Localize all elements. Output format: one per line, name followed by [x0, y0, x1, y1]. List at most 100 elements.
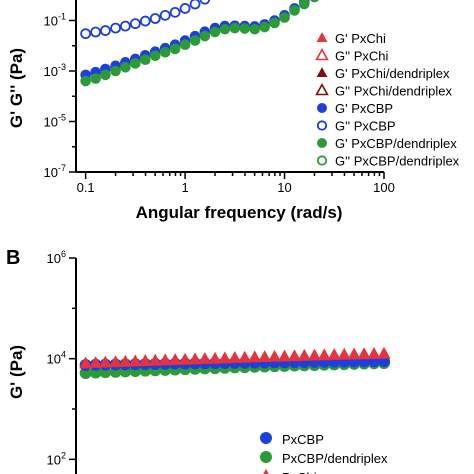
panel-b-point-pxchi — [109, 355, 123, 368]
panel-b-point-pxchi — [248, 350, 262, 363]
panel-a-point-g-prime-pxcbp-dendriplex — [310, 0, 319, 3]
panel-b-point-pxchi — [238, 350, 252, 363]
panel-b-y-tick-label: 104 — [47, 350, 66, 367]
panel-b-point-pxchi — [308, 348, 321, 361]
panel-a-point-g-prime-pxcbp-dendriplex — [100, 69, 111, 81]
panel-a-x-tick-label: 0.1 — [77, 180, 95, 195]
panel-b-point-pxchi — [89, 356, 103, 368]
panel-b-point-pxchi — [138, 354, 152, 367]
panel-a-legend-label: G' PxChi/dendriplex — [335, 66, 450, 81]
panel-a-point-g-dprime-pxcbp — [99, 25, 111, 36]
panel-a-point-g-dprime-pxcbp — [139, 15, 151, 27]
panel-a-legend-marker-g-prime-pxcbp-dendriplex — [317, 138, 327, 148]
panel-a-point-g-dprime-pxcbp — [119, 20, 131, 32]
panel-a-point-g-prime-pxcbp-dendriplex — [90, 73, 101, 84]
panel-a-point-g-dprime-pxcbp — [149, 13, 161, 24]
panel-b-point-pxchi — [188, 352, 202, 365]
panel-a-point-g-prime-pxcbp-dendriplex — [219, 23, 231, 35]
panel-a-point-g-prime-pxcbp-dendriplex — [139, 54, 151, 66]
panel-b-point-pxchi — [118, 354, 132, 367]
panel-b-y-axis-title: G' (Pa) — [7, 345, 26, 399]
panel-b-point-pxchi — [367, 346, 381, 359]
panel-b-point-pxchi — [148, 353, 162, 366]
panel-a-legend-label: G' PxCBP — [335, 101, 393, 116]
panel-a-point-g-prime-pxcbp-dendriplex — [249, 23, 260, 35]
panel-a-ticks: 0.1 1 10 100 10-1 10-3 10-5 10-7 — [44, 12, 395, 196]
panel-a-legend-marker-g-prime-pxcbp — [317, 103, 327, 113]
panel-a-y-tick-label: 10-5 — [44, 113, 66, 130]
panel-b-point-pxchi — [377, 346, 391, 359]
panel-a-point-g-prime-pxcbp-dendriplex — [169, 43, 181, 55]
panel-a-point-g-dprime-pxcbp — [80, 28, 92, 40]
panel-a-point-g-prime-pxcbp-dendriplex — [149, 50, 161, 62]
panel-a-point-g-prime-pxcbp-dendriplex — [229, 22, 241, 34]
panel-a-legend-label: G' PxCBP/dendriplex — [335, 136, 457, 151]
panel-b-y-tick-label: 106 — [47, 249, 66, 266]
panel-b-marks — [79, 346, 391, 379]
panel-b-legend-label: PxCBP — [282, 432, 324, 447]
panel-a-ylabel: G' G'' (Pa) — [7, 48, 26, 128]
panel-b-point-pxchi — [218, 351, 232, 364]
panel-a: G' G'' (Pa) Angular frequency (rad/s) 0.… — [7, 0, 474, 222]
panel-b-point-pxchi — [79, 356, 93, 369]
panel-b-legend-marker-pxcbp-dendriplex — [260, 451, 272, 463]
panel-b-point-pxchi — [178, 352, 192, 365]
panel-b-point-pxchi — [337, 347, 351, 360]
panel-a-point-g-dprime-pxcbp — [90, 26, 102, 38]
panel-a-point-g-dprime-pxcbp — [169, 6, 181, 18]
panel-a-x-tick-label: 1 — [181, 180, 188, 195]
panel-a-point-g-prime-pxcbp-dendriplex — [80, 75, 91, 87]
panel-a-legend-marker-g-prime-pxchi-dendriplex — [316, 67, 328, 77]
panel-a-point-g-prime-pxcbp-dendriplex — [130, 58, 141, 69]
panel-a-point-g-prime-pxcbp-dendriplex — [199, 30, 211, 42]
panel-a-point-g-prime-pxcbp-dendriplex — [289, 5, 300, 16]
panel-a-x-tick-label: 100 — [373, 180, 395, 195]
panel-b-legend-marker-pxcbp — [260, 432, 272, 444]
panel-a-point-g-prime-pxcbp-dendriplex — [179, 39, 191, 51]
panel-a-legend-box — [310, 28, 474, 170]
panel-b-legend-marker-pxchi — [263, 468, 269, 474]
panel-b-legend-label: PxCBP/dendriplex — [282, 451, 388, 466]
panel-b-point-pxchi — [198, 352, 212, 364]
panel-b-point-pxchi — [317, 348, 331, 361]
panel-a-legend: G' PxChi G'' PxChi G' PxChi/dendriplex G'' … — [310, 28, 474, 170]
panel-b-point-pxchi — [258, 350, 272, 362]
panel-b-point-pxchi — [327, 348, 341, 360]
panel-b-point-pxchi — [228, 351, 242, 363]
panel-a-legend-marker-g-dprime-pxcbp — [316, 120, 328, 131]
panel-b-label: B — [6, 247, 20, 269]
panel-b-ticks: 106 104 102 — [47, 249, 76, 467]
panel-a-xlabel: Angular frequency (rad/s) — [136, 203, 343, 222]
panel-b-point-pxchi — [357, 347, 371, 360]
panel-a-legend-label: G'' PxChi — [335, 49, 388, 64]
panel-a-point-g-prime-pxcbp-dendriplex — [259, 21, 270, 33]
panel-a-legend-label: G'' PxCBP — [335, 119, 396, 134]
panel-b-point-pxchi — [158, 353, 172, 366]
panel-a-point-g-dprime-pxcbp — [110, 22, 121, 34]
panel-b-ylabel: G' (Pa) — [7, 345, 26, 399]
panel-b-legend-label: PxChi — [282, 470, 317, 474]
panel-a-legend-marker-g-prime-pxchi — [316, 32, 328, 42]
panel-a-y-tick-label: 10-7 — [44, 163, 66, 180]
panel-b-point-pxchi — [128, 354, 142, 367]
panel-a-y-tick-label: 10-1 — [44, 12, 66, 29]
panel-b-point-pxchi — [347, 347, 361, 360]
panel-a-point-g-dprime-pxcbp — [199, 0, 211, 5]
panel-a-legend-label: G' PxChi — [335, 31, 386, 46]
panel-b-point-pxchi — [297, 348, 311, 361]
panel-b-point-pxchi — [268, 349, 282, 362]
panel-a-point-g-prime-pxcbp-dendriplex — [189, 35, 201, 46]
panel-b-y-tick-label: 102 — [47, 450, 66, 467]
panel-b-point-pxchi — [278, 349, 292, 362]
panel-a-legend-marker-g-dprime-pxchi-dendriplex — [315, 82, 329, 96]
panel-a-y-tick-label: 10-3 — [44, 62, 66, 79]
panel-b-legend: PxCBP PxCBP/dendriplex PxChi — [260, 432, 388, 474]
panel-b: B G' (Pa) 106 104 102 PxCBP PxCBP/dendriple… — [6, 247, 391, 474]
panel-b-point-pxchi — [98, 355, 112, 368]
panel-a-point-g-prime-pxcbp-dendriplex — [239, 23, 251, 34]
panel-b-point-pxchi — [208, 351, 222, 364]
panel-a-point-g-prime-pxcbp-dendriplex — [120, 62, 131, 73]
panel-a-legend-label: G'' PxCBP/dendriplex — [335, 154, 460, 169]
panel-b-point-pxchi — [288, 349, 302, 362]
